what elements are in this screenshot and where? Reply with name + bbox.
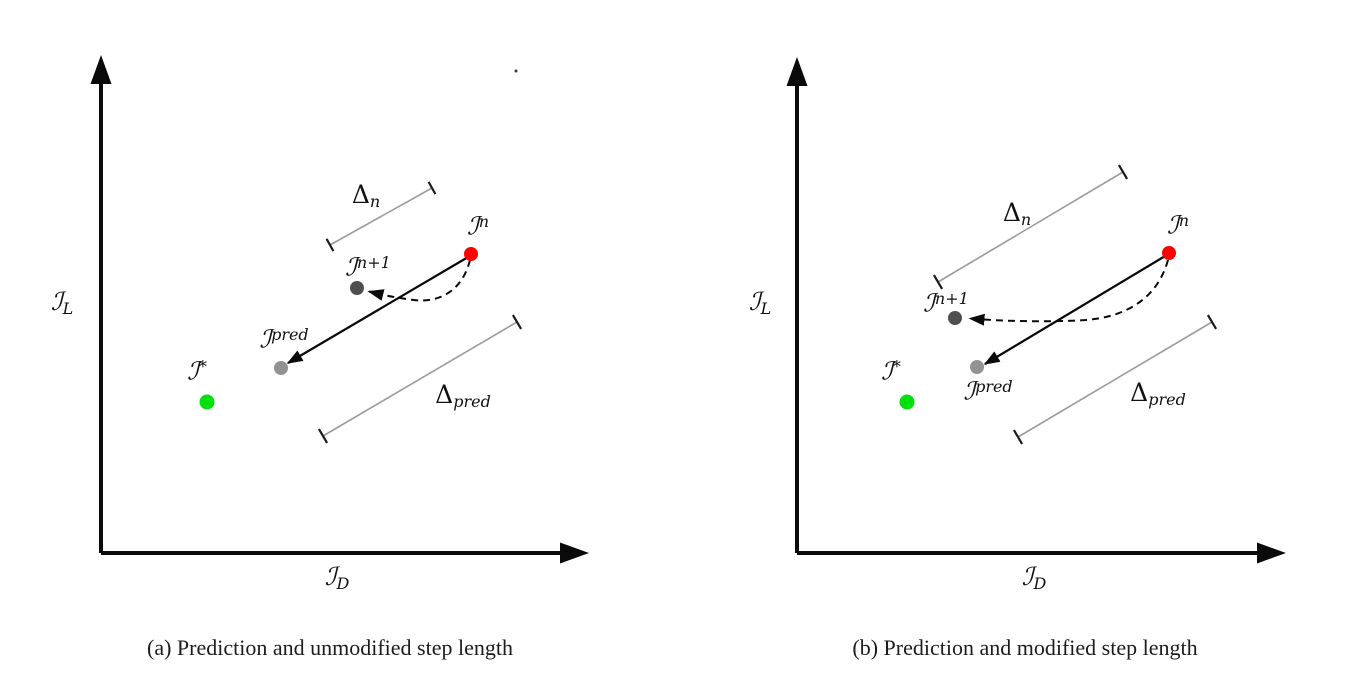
panel-b-delta-n-label: Δn bbox=[1002, 197, 1032, 230]
panel-a-delta-n-label: Δn bbox=[351, 179, 381, 212]
panel-b-optimum-point-label: ℐ* bbox=[881, 356, 901, 386]
panel-a-x-axis-label: ℐD bbox=[324, 561, 350, 594]
panel-a-x-axis-arrowhead bbox=[560, 542, 589, 564]
panel-b-x-axis-label: ℐD bbox=[1021, 561, 1047, 594]
panel-a-pred-point-label: ℐpred bbox=[259, 324, 309, 354]
panel-a-delta-pred-tick-right bbox=[511, 314, 523, 330]
panel-a-optimum-point bbox=[199, 394, 215, 410]
panel-a-current-point bbox=[464, 247, 478, 261]
panel-b-delta-n-tick-left bbox=[932, 274, 944, 290]
panel-b-pred-point bbox=[970, 360, 984, 374]
panel-a-y-axis-label: ℐL bbox=[50, 286, 74, 319]
panel-a-step-dashed-arrow bbox=[367, 259, 471, 302]
panel-b-delta-pred-label: Δpred bbox=[1130, 377, 1186, 410]
panel-b-step-dashed-arrow bbox=[968, 259, 1169, 326]
panel-b-delta-pred-tick-right bbox=[1206, 314, 1218, 330]
panel-a-delta-n-tick-right bbox=[427, 181, 437, 195]
panel-b-next-point bbox=[948, 311, 962, 325]
panel-b-y-axis-label: ℐL bbox=[748, 286, 772, 319]
panel-a-pred-point bbox=[274, 361, 288, 375]
panel-b-drawing bbox=[786, 57, 1286, 564]
panel-b-caption: (b) Prediction and modified step length bbox=[852, 635, 1198, 660]
panel-a-delta-pred-bar bbox=[322, 321, 518, 437]
panel-a-delta-pred-tick-left bbox=[317, 428, 329, 444]
panel-b-x-axis-arrowhead bbox=[1257, 542, 1286, 564]
panel-a-delta-n-tick-left bbox=[325, 238, 335, 252]
panel-b-prediction-arrow bbox=[983, 254, 1167, 365]
panel-b-current-point bbox=[1162, 246, 1176, 260]
panel-a-current-point-label: ℐn bbox=[466, 211, 490, 241]
panel-a-drawing bbox=[90, 55, 589, 564]
panel-a-next-point bbox=[350, 281, 364, 295]
panel-a-y-axis-arrowhead bbox=[90, 55, 112, 84]
panel-a-next-point-label: ℐn+1 bbox=[345, 252, 391, 282]
panel-b-optimum-point bbox=[899, 394, 915, 410]
panel-b-y-axis-arrowhead bbox=[786, 57, 808, 86]
panel-a-delta-pred-label: Δpred bbox=[435, 379, 491, 412]
panel-b-delta-n-bar bbox=[937, 171, 1124, 283]
panel-b-delta-pred-bar bbox=[1017, 321, 1213, 438]
panel-b-pred-point-label: ℐpred bbox=[963, 376, 1013, 406]
panel-b-current-point-label: ℐn bbox=[1166, 210, 1190, 240]
panel-a-prediction-arrow bbox=[286, 255, 470, 364]
stray-dot bbox=[514, 69, 518, 73]
panel-a-delta-n-bar bbox=[329, 187, 433, 246]
panel-b-next-point-label: ℐn+1 bbox=[923, 288, 969, 318]
panel-a-caption: (a) Prediction and unmodified step lengt… bbox=[147, 635, 513, 660]
panel-a-optimum-point-label: ℐ* bbox=[187, 356, 207, 386]
panel-b-delta-pred-tick-left bbox=[1012, 429, 1024, 445]
panel-b-delta-n-tick-right bbox=[1117, 164, 1129, 180]
